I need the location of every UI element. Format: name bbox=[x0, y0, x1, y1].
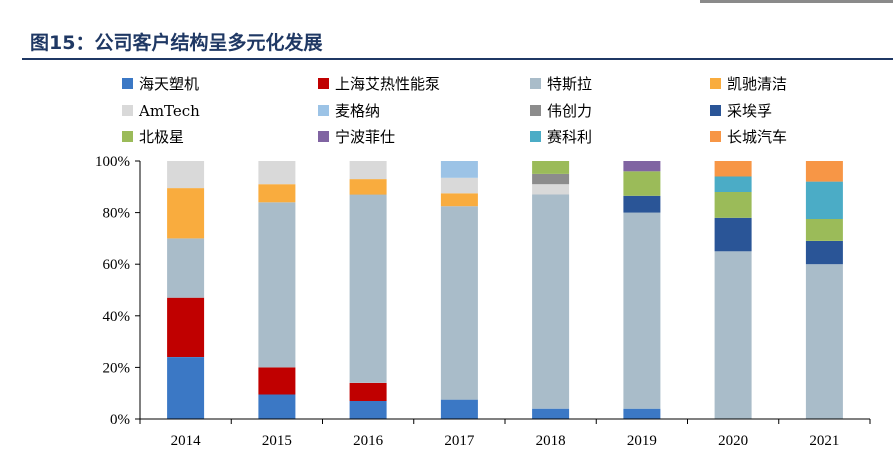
page-title: 图15：公司客户结构呈多元化发展 bbox=[30, 32, 323, 54]
bar-segment-2017-5 bbox=[440, 161, 478, 178]
bar-segment-2015-1 bbox=[258, 367, 296, 395]
header-rule bbox=[700, 0, 893, 3]
bar-segment-2015-4 bbox=[258, 161, 296, 185]
bar-segment-2021-2 bbox=[805, 264, 843, 419]
bar-segment-2021-11 bbox=[805, 161, 843, 182]
bar-segment-2017-0 bbox=[440, 399, 478, 419]
bar-segment-2015-2 bbox=[258, 202, 296, 368]
legend-label-1: 上海艾热性能泵 bbox=[335, 75, 440, 93]
axes: 0% 20% 40% 60% 80% 100% 2014 2015 2016 2017 2018 20… bbox=[95, 154, 871, 449]
legend-swatch-0 bbox=[122, 78, 133, 89]
bar-segment-2014-2 bbox=[167, 238, 205, 298]
legend-swatch-8 bbox=[122, 131, 133, 142]
x-tick-label: 2019 bbox=[627, 433, 657, 449]
bar-segment-2015-3 bbox=[258, 184, 296, 203]
bar-segment-2018-0 bbox=[532, 408, 570, 419]
y-tick-label: 60% bbox=[103, 257, 131, 273]
legend-label-6: 伟创力 bbox=[547, 102, 592, 120]
bar-segment-2015-0 bbox=[258, 394, 296, 419]
y-tick-label: 80% bbox=[103, 206, 131, 222]
legend-swatch-6 bbox=[530, 105, 541, 116]
legend-swatch-10 bbox=[530, 131, 541, 142]
bar-segment-2021-7 bbox=[805, 241, 843, 265]
bar-segment-2017-4 bbox=[440, 177, 478, 194]
bar-segment-2016-2 bbox=[349, 194, 387, 383]
legend-label-0: 海天塑机 bbox=[139, 75, 199, 93]
bar-segment-2019-2 bbox=[623, 212, 661, 409]
bar-segment-2021-8 bbox=[805, 219, 843, 241]
legend-swatch-7 bbox=[710, 105, 721, 116]
x-tick-label: 2017 bbox=[444, 433, 475, 449]
bar-segment-2020-2 bbox=[714, 251, 752, 419]
bar-segment-2020-10 bbox=[714, 176, 752, 192]
legend-swatch-9 bbox=[318, 131, 329, 142]
bar-segment-2019-0 bbox=[623, 408, 661, 419]
bar-segment-2019-8 bbox=[623, 171, 661, 196]
legend-swatch-2 bbox=[530, 78, 541, 89]
bar-segment-2016-3 bbox=[349, 179, 387, 195]
bar-segment-2016-4 bbox=[349, 161, 387, 180]
y-tick-label: 20% bbox=[103, 360, 131, 376]
y-tick-label: 40% bbox=[103, 309, 131, 325]
x-tick-label: 2015 bbox=[262, 433, 292, 449]
x-tick-label: 2016 bbox=[353, 433, 384, 449]
legend-label-8: 北极星 bbox=[139, 128, 184, 146]
bar-segment-2018-6 bbox=[532, 173, 570, 185]
legend-swatch-11 bbox=[710, 131, 721, 142]
bar-segment-2018-8 bbox=[532, 161, 570, 174]
bar-segment-2019-7 bbox=[623, 195, 661, 213]
legend-label-9: 宁波菲仕 bbox=[335, 128, 395, 146]
bar-segment-2020-8 bbox=[714, 192, 752, 218]
legend-label-2: 特斯拉 bbox=[547, 75, 592, 93]
bar-segment-2016-0 bbox=[349, 400, 387, 419]
x-tick-label: 2020 bbox=[718, 433, 748, 449]
bar-segment-2020-11 bbox=[714, 161, 752, 177]
legend-swatch-1 bbox=[318, 78, 329, 89]
legend-label-10: 赛科利 bbox=[547, 128, 592, 146]
legend-label-3: 凯驰清洁 bbox=[727, 75, 787, 93]
bar-segment-2014-3 bbox=[167, 188, 205, 239]
bar-segment-2019-9 bbox=[623, 161, 661, 172]
title-underline bbox=[22, 58, 893, 60]
bar-segment-2016-1 bbox=[349, 382, 387, 401]
legend-swatch-4 bbox=[122, 105, 133, 116]
legend-label-11: 长城汽车 bbox=[727, 128, 787, 146]
legend-swatch-5 bbox=[318, 105, 329, 116]
bar-segment-2017-3 bbox=[440, 193, 478, 207]
legend-swatch-3 bbox=[710, 78, 721, 89]
bar-segment-2020-7 bbox=[714, 217, 752, 252]
bar-segment-2018-4 bbox=[532, 184, 570, 195]
legend-label-7: 采埃孚 bbox=[727, 102, 772, 120]
bars bbox=[167, 161, 843, 419]
x-tick-label: 2021 bbox=[809, 433, 839, 449]
bar-segment-2021-10 bbox=[805, 181, 843, 219]
bar-segment-2014-4 bbox=[167, 161, 205, 189]
legend-label-5: 麦格纳 bbox=[335, 102, 380, 120]
bar-segment-2017-2 bbox=[440, 206, 478, 400]
y-tick-label: 100% bbox=[95, 154, 130, 170]
x-tick-label: 2018 bbox=[536, 433, 566, 449]
bar-segment-2014-0 bbox=[167, 357, 205, 419]
legend-label-4: AmTech bbox=[138, 102, 200, 120]
bar-segment-2014-1 bbox=[167, 297, 205, 357]
x-tick-label: 2014 bbox=[171, 433, 202, 449]
y-tick-label: 0% bbox=[110, 412, 130, 428]
bar-segment-2018-2 bbox=[532, 194, 570, 409]
